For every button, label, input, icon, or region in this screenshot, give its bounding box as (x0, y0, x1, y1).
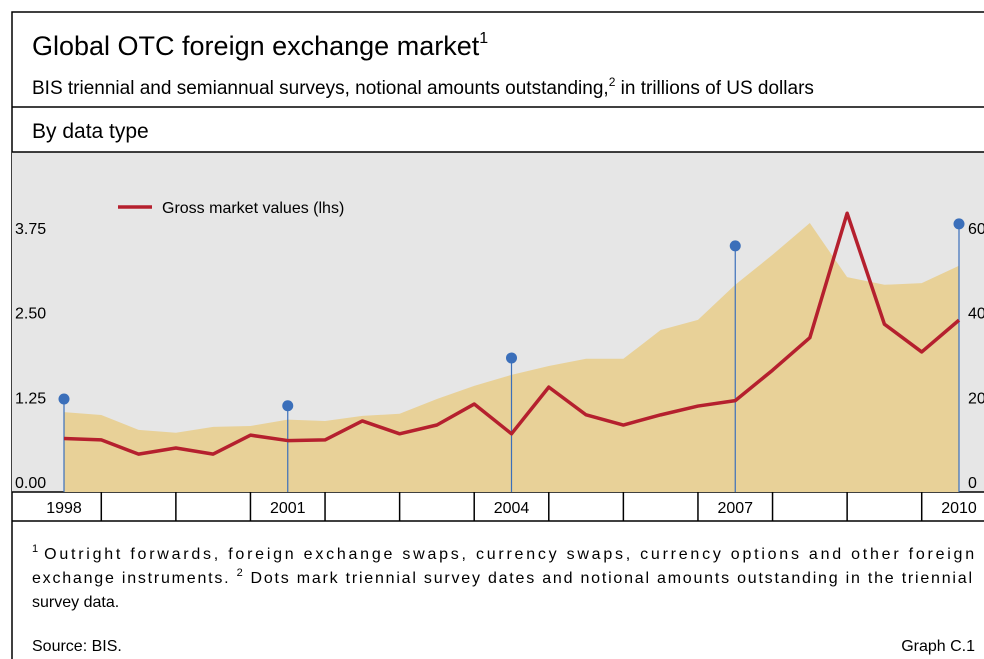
x-tick-label: 2007 (717, 500, 753, 517)
legend-label: Gross market values (lhs) (162, 200, 344, 217)
footnote-text: Dots mark triennial survey dates and not… (250, 570, 972, 587)
x-tick-label: 2001 (270, 500, 306, 517)
panel-title: By data type (32, 120, 149, 143)
footnote: exchange instruments. 2 Dots mark trienni… (32, 567, 972, 587)
dot (58, 393, 70, 405)
y2-tick-label: 60 (968, 221, 984, 238)
dot (953, 218, 965, 230)
y2-tick-label: 20 (968, 390, 984, 407)
x-tick-label: 1998 (46, 500, 82, 517)
y-tick-label: 3.75 (15, 221, 46, 238)
footnote: 1 Outright forwards, foreign exchange swa… (32, 543, 974, 563)
chart-title: Global OTC foreign exchange market1 (32, 30, 488, 61)
y-tick-label: 1.25 (15, 390, 46, 407)
footnote-text: Outright forwards, foreign exchange swap… (44, 546, 974, 563)
dot (729, 240, 741, 252)
title-text: Global OTC foreign exchange market (32, 31, 480, 61)
source: Source: BIS. (32, 638, 122, 655)
y-tick-label: 0.00 (15, 475, 46, 492)
dot (282, 400, 294, 412)
subtitle-text: in trillions of US dollars (615, 78, 814, 99)
footnote-text: survey data. (32, 594, 119, 611)
footnote-marker: 2 (237, 567, 243, 579)
footnote-text: exchange instruments. (32, 570, 235, 587)
title-note: 1 (479, 30, 488, 47)
x-tick-label: 2010 (941, 500, 977, 517)
dot (506, 352, 517, 364)
subtitle-note: 2 (609, 75, 616, 89)
y2-tick-label: 0 (968, 475, 977, 492)
line (63, 211, 961, 456)
footnote-marker: 1 (32, 543, 38, 555)
y-tick-label: 2.50 (15, 306, 46, 323)
subtitle-text: BIS triennial and semiannual surveys, no… (32, 78, 609, 99)
graph-id: Graph C.1 (901, 638, 975, 655)
x-tick-label: 2004 (494, 500, 530, 517)
y2-tick-label: 40 (968, 306, 984, 323)
subtitle: BIS triennial and semiannual surveys, no… (32, 75, 814, 99)
